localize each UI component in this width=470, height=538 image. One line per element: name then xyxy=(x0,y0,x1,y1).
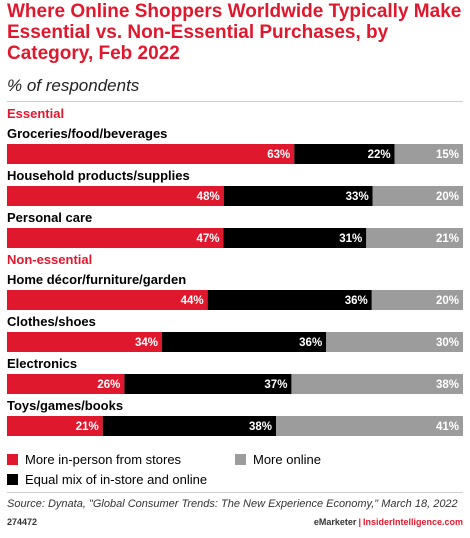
bar-home-d-cor-furniture-garden-more-online xyxy=(371,290,463,310)
bar-personal-care-more-in-person-from-stores xyxy=(7,228,224,248)
category-label-home-d-cor-furniture-garden: Home décor/furniture/garden xyxy=(7,272,186,287)
data-label-home-d-cor-furniture-garden-more-online: 20% xyxy=(436,295,459,307)
stacked-bar-chart: Essential Groceries/food/beverages 63% 22% 1… xyxy=(7,106,463,436)
data-label-toys-games-books-equal-mix-of-in-store-and-online: 38% xyxy=(249,421,272,433)
legend-swatch-equal-mix xyxy=(7,474,18,485)
bar-personal-care-equal-mix-of-in-store-and-online xyxy=(223,228,367,248)
bar-clothes-shoes-more-in-person-from-stores xyxy=(7,332,163,352)
bar-groceries-food-beverages-more-online xyxy=(394,144,463,164)
bar-groceries-food-beverages-equal-mix-of-in-store-and-online xyxy=(294,144,395,164)
bar-groceries-food-beverages-more-in-person-from-stores xyxy=(7,144,295,164)
category-label-clothes-shoes: Clothes/shoes xyxy=(7,314,96,329)
group-label-non-essential: Non-essential xyxy=(7,252,92,267)
chart-id: 274472 xyxy=(7,517,38,527)
legend-item-in-person: More in-person from stores xyxy=(7,452,181,467)
chart-title: Where Online Shoppers Worldwide Typicall… xyxy=(7,1,462,64)
data-label-household-products-supplies-equal-mix-of-in-store-and-online: 33% xyxy=(346,191,369,203)
legend-swatch-in-person xyxy=(7,454,18,465)
brand-name: eMarketer xyxy=(313,517,357,527)
data-label-clothes-shoes-more-in-person-from-stores: 34% xyxy=(135,337,158,349)
bar-electronics-more-online xyxy=(291,374,463,394)
category-label-electronics: Electronics xyxy=(7,356,77,371)
data-label-household-products-supplies-more-online: 20% xyxy=(436,191,459,203)
bar-home-d-cor-furniture-garden-more-in-person-from-stores xyxy=(7,290,208,310)
data-label-electronics-more-in-person-from-stores: 26% xyxy=(97,379,120,391)
legend-item-equal-mix: Equal mix of in-store and online xyxy=(7,472,207,487)
source-note: Source: Dynata, "Global Consumer Trends:… xyxy=(7,498,458,510)
bar-home-d-cor-furniture-garden-equal-mix-of-in-store-and-online xyxy=(207,290,372,310)
brand-separator: | xyxy=(358,517,361,527)
data-label-clothes-shoes-equal-mix-of-in-store-and-online: 36% xyxy=(299,337,322,349)
data-label-electronics-more-online: 38% xyxy=(436,379,459,391)
legend-label-equal-mix: Equal mix of in-store and online xyxy=(25,472,208,487)
data-label-groceries-food-beverages-equal-mix-of-in-store-and-online: 22% xyxy=(368,149,391,161)
source-rule xyxy=(7,492,463,493)
chart-subtitle: % of respondents xyxy=(7,76,140,95)
data-label-household-products-supplies-more-in-person-from-stores: 48% xyxy=(197,191,220,203)
category-label-toys-games-books: Toys/games/books xyxy=(7,398,123,413)
bar-household-products-supplies-equal-mix-of-in-store-and-online xyxy=(223,186,373,206)
data-label-groceries-food-beverages-more-online: 15% xyxy=(436,149,459,161)
bar-electronics-equal-mix-of-in-store-and-online xyxy=(124,374,292,394)
bar-clothes-shoes-more-online xyxy=(326,332,463,352)
bar-toys-games-books-equal-mix-of-in-store-and-online xyxy=(102,416,277,436)
data-label-personal-care-more-in-person-from-stores: 47% xyxy=(196,233,219,245)
data-label-personal-care-more-online: 21% xyxy=(436,233,459,245)
data-label-home-d-cor-furniture-garden-more-in-person-from-stores: 44% xyxy=(181,295,204,307)
data-label-electronics-equal-mix-of-in-store-and-online: 37% xyxy=(264,379,287,391)
legend-label-online: More online xyxy=(253,452,321,467)
bar-personal-care-more-online xyxy=(366,228,463,248)
data-label-toys-games-books-more-in-person-from-stores: 21% xyxy=(76,421,99,433)
data-label-home-d-cor-furniture-garden-equal-mix-of-in-store-and-online: 36% xyxy=(345,295,368,307)
data-label-clothes-shoes-more-online: 30% xyxy=(436,337,459,349)
legend-item-online: More online xyxy=(235,452,321,467)
category-label-groceries-food-beverages: Groceries/food/beverages xyxy=(7,126,167,141)
bar-household-products-supplies-more-in-person-from-stores xyxy=(7,186,224,206)
data-label-toys-games-books-more-online: 41% xyxy=(436,421,459,433)
category-label-household-products-supplies: Household products/supplies xyxy=(7,168,190,183)
data-label-personal-care-equal-mix-of-in-store-and-online: 31% xyxy=(339,233,362,245)
category-label-personal-care: Personal care xyxy=(7,210,92,225)
bar-electronics-more-in-person-from-stores xyxy=(7,374,125,394)
footer-brand: eMarketer | InsiderIntelligence.com xyxy=(314,517,463,527)
bar-toys-games-books-more-online xyxy=(276,416,463,436)
legend-label-in-person: More in-person from stores xyxy=(25,452,182,467)
bar-clothes-shoes-equal-mix-of-in-store-and-online xyxy=(162,332,327,352)
group-label-essential: Essential xyxy=(7,106,64,121)
legend-swatch-online xyxy=(235,454,246,465)
bar-toys-games-books-more-in-person-from-stores xyxy=(7,416,103,436)
data-label-groceries-food-beverages-more-in-person-from-stores: 63% xyxy=(267,149,290,161)
top-rule xyxy=(7,101,463,102)
brand-site: InsiderIntelligence.com xyxy=(362,517,463,527)
bar-household-products-supplies-more-online xyxy=(372,186,463,206)
chart-legend: More in-person from stores More online E… xyxy=(7,448,463,488)
